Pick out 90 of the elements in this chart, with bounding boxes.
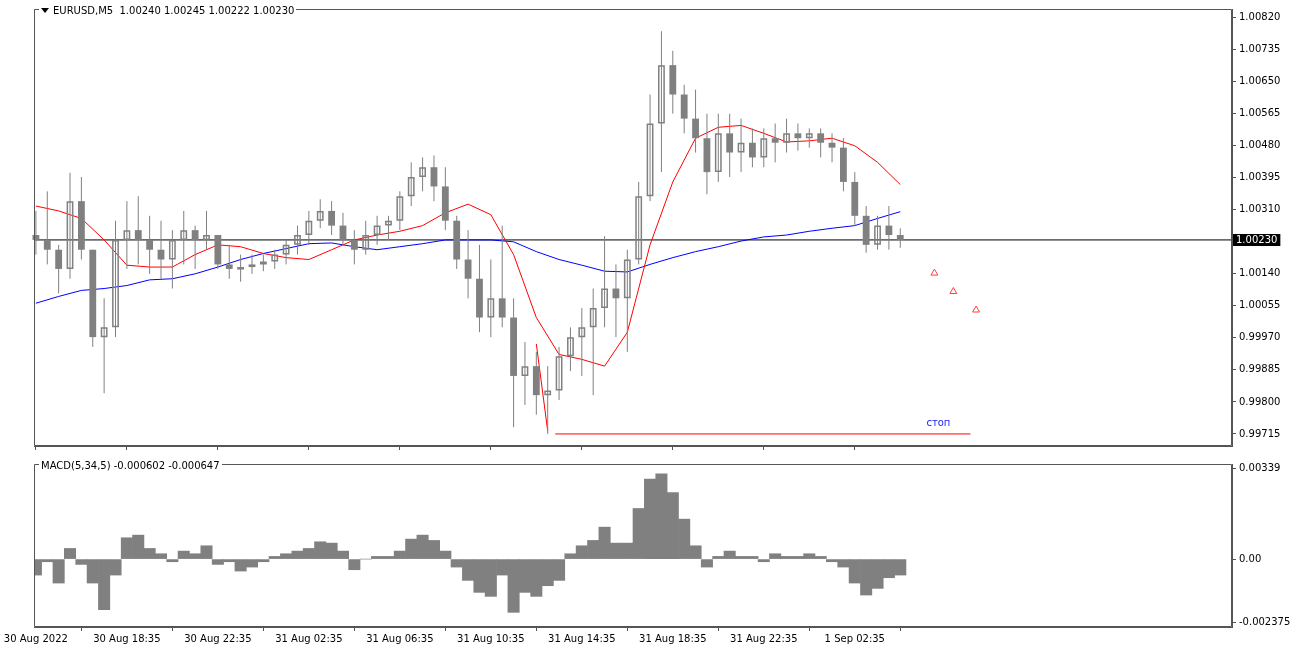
candlestick — [794, 123, 802, 152]
chart-title: EURUSD,M5 1.00240 1.00245 1.00222 1.00230 — [53, 5, 295, 16]
candlestick — [658, 30, 665, 173]
candlestick — [407, 161, 415, 207]
ref-line-label: 1.00230 — [1236, 233, 1278, 245]
candlestick — [419, 156, 426, 192]
x-tick-label: 31 Aug 06:35 — [366, 632, 434, 644]
point — [949, 287, 958, 295]
y-tick-label: 1.00650 — [1239, 75, 1281, 87]
candlestick — [305, 210, 313, 246]
candlestick — [635, 181, 643, 265]
candlestick — [896, 227, 904, 249]
candlestick — [396, 190, 404, 231]
candlestick — [737, 118, 745, 173]
candlestick — [271, 249, 279, 270]
candlestick — [55, 244, 63, 294]
candlestick — [282, 239, 290, 265]
y-tick-label: 1.00735 — [1239, 43, 1281, 55]
candlestick — [874, 215, 881, 251]
candlestick — [32, 210, 40, 256]
candlestick — [692, 89, 699, 154]
candlestick — [168, 229, 176, 290]
candlestick — [487, 259, 495, 338]
candlestick — [828, 132, 836, 163]
candlestick — [567, 326, 574, 372]
candlestick — [760, 127, 768, 168]
candlestick — [157, 220, 165, 280]
candlestick — [123, 200, 131, 270]
y-tick-label: 0.99800 — [1239, 395, 1281, 407]
candlestick — [373, 215, 381, 246]
y-tick-label: 1.00055 — [1239, 299, 1281, 311]
candlestick — [498, 225, 506, 328]
candlestick — [66, 172, 74, 280]
candlestick — [601, 235, 608, 328]
candlestick — [203, 210, 210, 251]
candlestick — [885, 205, 893, 251]
candlestick — [555, 346, 563, 401]
x-tick-label: 31 Aug 22:35 — [730, 632, 798, 644]
candlestick — [112, 220, 119, 338]
x-tick-label: 30 Aug 18:35 — [93, 632, 161, 644]
y-tick-label: 0.99970 — [1239, 331, 1281, 343]
series-label: стоп — [926, 416, 951, 428]
x-tick-label: 31 Aug 14:35 — [548, 632, 616, 644]
candlestick — [646, 94, 654, 202]
candlestick — [100, 297, 108, 394]
candlestick — [191, 225, 199, 270]
candlestick — [521, 341, 529, 406]
candlestick — [43, 190, 51, 265]
candlestick — [225, 244, 233, 280]
y-tick-label: 0.00339 — [1239, 462, 1281, 474]
y-tick-label: 0.00 — [1239, 552, 1262, 564]
candlestick — [783, 118, 790, 154]
y-tick-label: 0.99885 — [1239, 363, 1281, 375]
candlestick — [362, 220, 370, 256]
x-tick-label: 31 Aug 10:35 — [457, 632, 525, 644]
y-tick-label: 1.00310 — [1239, 203, 1281, 215]
candlestick — [771, 123, 779, 163]
candlestick — [805, 127, 813, 149]
chart-title: MACD(5,34,5) -0.000602 -0.000647 — [41, 460, 220, 471]
candlestick — [714, 113, 722, 183]
point — [930, 268, 939, 276]
candlestick — [180, 210, 188, 265]
y-tick-label: -0.002375 — [1239, 615, 1290, 627]
x-tick-label: 1 Sep 02:35 — [824, 632, 885, 644]
candlestick — [589, 288, 597, 396]
candlestick — [726, 113, 734, 178]
y-tick-label: 0.99715 — [1239, 427, 1281, 439]
candlestick — [248, 254, 256, 275]
candlestick — [749, 127, 756, 168]
candlestick — [385, 215, 392, 241]
candlestick — [350, 229, 358, 265]
x-tick-label: 31 Aug 18:35 — [639, 632, 707, 644]
candlestick — [623, 249, 631, 353]
y-tick-label: 1.00565 — [1239, 107, 1281, 119]
candlestick — [134, 195, 142, 265]
y-tick-label: 1.00820 — [1239, 11, 1281, 23]
candlestick — [146, 215, 154, 275]
y-tick-label: 1.00140 — [1239, 267, 1281, 279]
candlestick — [237, 254, 245, 283]
candlestick — [316, 198, 324, 229]
x-tick-label: 30 Aug 2022 — [3, 632, 68, 644]
y-tick-label: 1.00395 — [1239, 171, 1281, 183]
x-tick-label: 31 Aug 02:35 — [275, 632, 343, 644]
candlestick — [578, 307, 586, 377]
point — [972, 305, 981, 313]
candlestick — [294, 225, 301, 256]
x-tick-label: 30 Aug 22:35 — [184, 632, 252, 644]
candlestick — [328, 200, 336, 236]
candlestick — [817, 127, 825, 158]
y-tick-label: 1.00480 — [1239, 139, 1281, 151]
